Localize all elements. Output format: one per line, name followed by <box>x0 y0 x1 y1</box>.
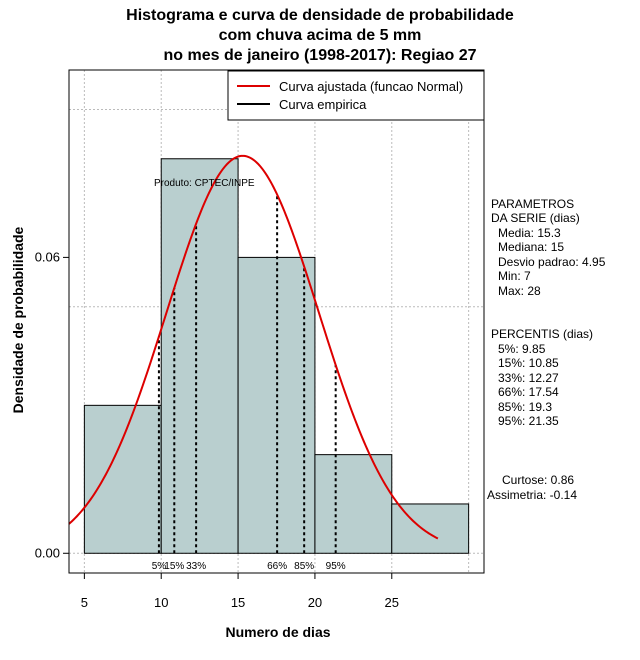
histogram-bar <box>83 404 162 554</box>
x-tick-label: 15 <box>231 595 245 610</box>
y-tick-label: 0.06 <box>35 249 60 264</box>
histogram-bar <box>314 454 393 554</box>
percentile-label: 5% <box>152 561 167 572</box>
plot-frame <box>68 69 485 574</box>
legend: Curva ajustada (funcao Normal) Curva emp… <box>227 70 485 121</box>
percentil-line: 15%: 10.85 <box>498 356 559 370</box>
histogram-bar <box>160 158 239 554</box>
axis-layer: 5 10 15 20 25 0.00 0.06 <box>35 249 399 610</box>
x-tick-label: 25 <box>385 595 399 610</box>
percentile-lines-layer: 5%15% 33% 66% 85% 95% <box>152 194 346 572</box>
param-max: Max: 28 <box>498 284 541 298</box>
param-mediana: Mediana: 15 <box>498 240 565 254</box>
parameters-header-1: PARAMETROS <box>491 197 575 211</box>
percentis-header: PERCENTIS (dias) <box>491 327 594 341</box>
chart-title-line-1: Histograma e curva de densidade de proba… <box>126 7 514 24</box>
curtose-label: Curtose: 0.86 <box>502 473 575 487</box>
percentil-line: 33%: 12.27 <box>498 371 559 385</box>
x-tick-label: 10 <box>154 595 168 610</box>
legend-box <box>227 70 485 121</box>
bars-layer <box>83 158 470 554</box>
percentil-line: 85%: 19.3 <box>498 400 553 414</box>
legend-empirical-label: Curva empirica <box>279 97 367 112</box>
y-axis-label: Densidade de probabilidade <box>10 226 26 414</box>
param-min: Min: 7 <box>498 269 531 283</box>
percentil-line: 5%: 9.85 <box>498 342 546 356</box>
product-note: Produto: CPTEC/INPE <box>154 178 255 189</box>
percentile-label: 95% <box>326 561 346 572</box>
x-axis-label: Numero de dias <box>225 624 331 640</box>
x-tick-label: 5 <box>81 595 88 610</box>
percentile-label: 33% <box>186 561 206 572</box>
normal-fit-curve <box>68 154 439 540</box>
y-tick-label: 0.00 <box>35 545 60 560</box>
assimetria-label: Assimetria: -0.14 <box>487 488 578 502</box>
chart-title-line-3: no mes de janeiro (1998-2017): Regiao 27 <box>163 47 477 64</box>
legend-fit-label: Curva ajustada (funcao Normal) <box>279 79 463 94</box>
parameters-header-2: DA SERIE (dias) <box>491 211 580 225</box>
curve-layer <box>68 154 439 540</box>
param-desvio: Desvio padrao: 4.95 <box>498 255 606 269</box>
percentil-line: 66%: 17.54 <box>498 385 559 399</box>
x-tick-label: 20 <box>308 595 322 610</box>
percentile-label: 66% <box>267 561 287 572</box>
chart-title-line-2: com chuva acima de 5 mm <box>218 27 422 44</box>
percentile-label: 15% <box>164 561 184 572</box>
percentil-line: 95%: 21.35 <box>498 414 559 428</box>
percentile-label: 85% <box>294 561 314 572</box>
param-media: Media: 15.3 <box>498 226 561 240</box>
